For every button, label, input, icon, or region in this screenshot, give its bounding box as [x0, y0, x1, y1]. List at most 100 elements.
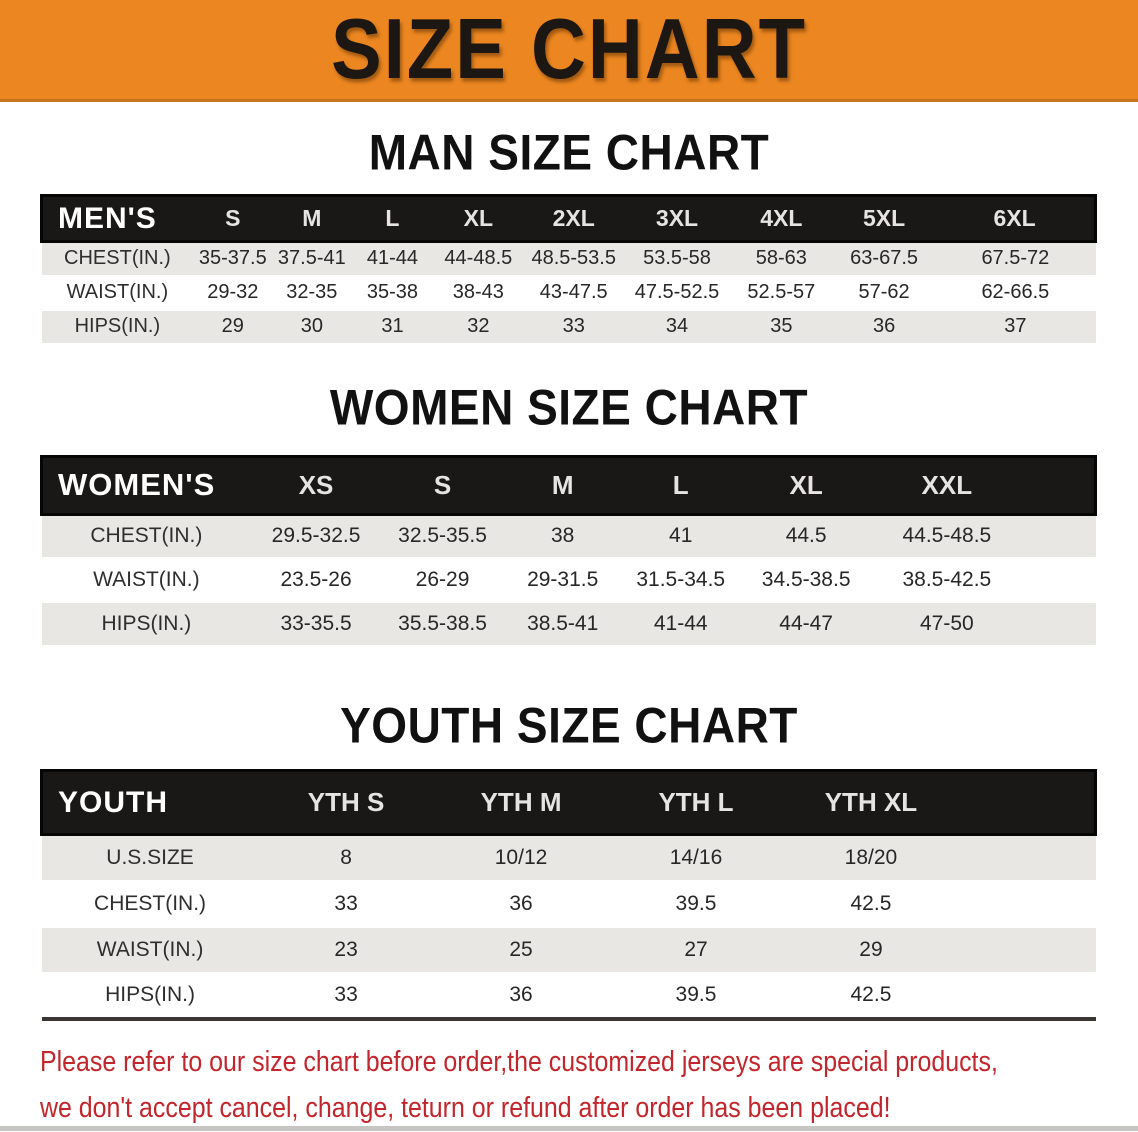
spacer-cell	[1021, 602, 1096, 647]
data-cell: 33-35.5	[251, 602, 381, 647]
data-cell: 38.5-42.5	[872, 558, 1022, 603]
data-cell: 34	[624, 309, 730, 345]
men-section-title-wrap: MAN SIZE CHART	[0, 123, 1138, 181]
bottom-edge-strip	[0, 1126, 1138, 1131]
table-row: CHEST(IN.) 29.5-32.5 32.5-35.5 38 41 44.5 44.5…	[41, 514, 1096, 559]
row-label-cell: HIPS(IN.)	[41, 972, 259, 1020]
data-cell: 38.5-41	[504, 602, 622, 647]
disclaimer-line-2: we don't accept cancel, change, teturn o…	[40, 1091, 891, 1124]
youth-section-title: YOUTH SIZE CHART	[340, 696, 798, 754]
data-cell: 31	[351, 309, 434, 345]
data-cell: 39.5	[608, 880, 784, 928]
data-cell: 23	[258, 926, 434, 974]
data-cell: 35	[729, 309, 833, 345]
data-cell: 29	[783, 926, 959, 974]
data-cell: 37.5-41	[272, 241, 352, 277]
size-header-cell: L	[621, 454, 741, 516]
table-row: HIPS(IN.) 33-35.5 35.5-38.5 38.5-41 41-44 44-…	[41, 602, 1096, 647]
size-header-cell: 3XL	[624, 194, 730, 243]
data-cell: 8	[258, 834, 434, 882]
women-section-title-wrap: WOMEN SIZE CHART	[0, 378, 1138, 435]
spacer-cell	[958, 926, 1096, 974]
row-label-cell: HIPS(IN.)	[41, 309, 194, 345]
size-header-cell: S	[380, 454, 505, 516]
data-cell: 18/20	[783, 834, 959, 882]
data-cell: 10/12	[433, 834, 609, 882]
data-cell: 41-44	[621, 602, 741, 647]
spacer-cell	[1021, 558, 1096, 603]
data-cell: 29.5-32.5	[251, 514, 381, 559]
data-cell: 32-35	[272, 275, 352, 311]
data-cell: 23.5-26	[251, 558, 381, 603]
data-cell: 44.5-48.5	[872, 514, 1022, 559]
youth-size-section: YOUTH SIZE CHART YOUTH YTH S YTH M YTH L YTH…	[0, 696, 1138, 1021]
table-row: WAIST(IN.) 23 25 27 29	[41, 926, 1096, 974]
women-size-section: WOMEN SIZE CHART WOMEN'S XS S M L XL XXL CHEST(…	[0, 378, 1138, 647]
data-cell: 34.5-38.5	[740, 558, 873, 603]
table-row: HIPS(IN.) 29 30 31 32 33 34 35 36 37	[41, 309, 1096, 345]
data-cell: 32.5-35.5	[380, 514, 505, 559]
data-cell: 42.5	[783, 972, 959, 1020]
data-cell: 39.5	[608, 972, 784, 1020]
spacer-cell	[1021, 514, 1096, 559]
size-header-cell: XS	[251, 454, 381, 516]
data-cell: 36	[832, 309, 936, 345]
table-row: WAIST(IN.) 29-32 32-35 35-38 38-43 43-47.5 47.…	[41, 275, 1096, 311]
data-cell: 31.5-34.5	[621, 558, 741, 603]
data-cell: 44.5	[740, 514, 873, 559]
data-cell: 67.5-72	[935, 241, 1096, 277]
data-cell: 26-29	[380, 558, 505, 603]
table-row: WAIST(IN.) 23.5-26 26-29 29-31.5 31.5-34.5 34…	[41, 558, 1096, 603]
spacer-cell	[958, 834, 1096, 882]
data-cell: 27	[608, 926, 784, 974]
table-row: CHEST(IN.) 35-37.5 37.5-41 41-44 44-48.5 48.5…	[41, 241, 1096, 277]
size-header-cell: YTH M	[433, 769, 609, 836]
data-cell: 35.5-38.5	[380, 602, 505, 647]
data-cell: 41-44	[351, 241, 434, 277]
data-cell: 14/16	[608, 834, 784, 882]
spacer-cell	[958, 972, 1096, 1020]
size-header-cell: S	[193, 194, 273, 243]
size-header-cell: L	[351, 194, 434, 243]
table-row: HIPS(IN.) 33 36 39.5 42.5	[41, 972, 1096, 1020]
data-cell: 29	[193, 309, 273, 345]
size-header-cell: M	[272, 194, 352, 243]
data-cell: 48.5-53.5	[523, 241, 625, 277]
size-header-cell: M	[504, 454, 622, 516]
men-section-title: MAN SIZE CHART	[368, 123, 770, 181]
table-header-row: YOUTH YTH S YTH M YTH L YTH XL	[39, 769, 1098, 836]
row-label-cell: HIPS(IN.)	[41, 602, 252, 647]
data-cell: 43-47.5	[523, 275, 625, 311]
data-cell: 44-47	[740, 602, 873, 647]
size-header-cell: XL	[433, 194, 524, 243]
table-title-cell: YOUTH	[39, 769, 259, 836]
row-label-cell: WAIST(IN.)	[41, 926, 259, 974]
size-header-cell: 5XL	[832, 194, 936, 243]
data-cell: 47.5-52.5	[624, 275, 730, 311]
data-cell: 33	[258, 880, 434, 928]
youth-size-table: YOUTH YTH S YTH M YTH L YTH XL U.S.SIZE 8 10/12…	[39, 769, 1098, 1021]
data-cell: 32	[433, 309, 524, 345]
row-label-cell: WAIST(IN.)	[41, 275, 194, 311]
size-header-cell: 2XL	[523, 194, 625, 243]
data-cell: 42.5	[783, 880, 959, 928]
disclaimer-text: Please refer to our size chart before or…	[40, 1039, 1138, 1131]
data-cell: 53.5-58	[624, 241, 730, 277]
size-header-cell: XXL	[872, 454, 1022, 516]
data-cell: 30	[272, 309, 352, 345]
data-cell: 52.5-57	[729, 275, 833, 311]
size-header-cell: YTH S	[258, 769, 434, 836]
data-cell: 44-48.5	[433, 241, 524, 277]
women-section-title: WOMEN SIZE CHART	[329, 378, 809, 435]
data-cell: 35-38	[351, 275, 434, 311]
youth-section-title-wrap: YOUTH SIZE CHART	[0, 696, 1138, 754]
row-label-cell: CHEST(IN.)	[41, 241, 194, 277]
size-header-cell: YTH XL	[783, 769, 959, 836]
data-cell: 63-67.5	[832, 241, 936, 277]
row-label-cell: CHEST(IN.)	[41, 880, 259, 928]
table-title-cell: WOMEN'S	[40, 454, 252, 516]
table-row: U.S.SIZE 8 10/12 14/16 18/20	[41, 834, 1096, 882]
row-label-cell: WAIST(IN.)	[41, 558, 252, 603]
spacer-cell	[958, 769, 1098, 836]
